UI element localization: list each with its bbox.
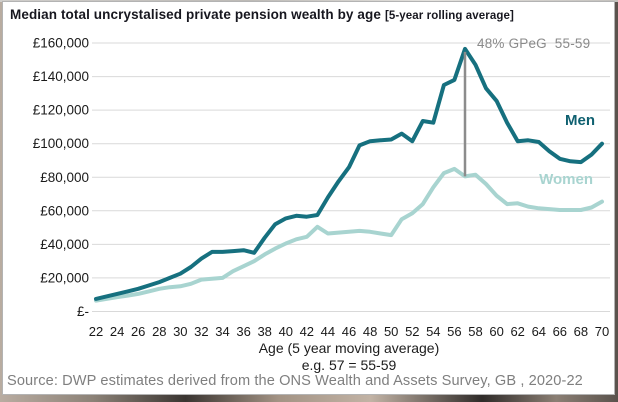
men-series-label: Men	[565, 112, 595, 129]
y-tick-label: £60,000	[40, 203, 89, 218]
x-tick-label: 24	[110, 324, 124, 339]
x-tick-label: 52	[405, 324, 419, 339]
x-tick-label: 22	[89, 324, 103, 339]
pension-wealth-line-chart: £- £20,000 £40,000 £60,000 £80,000 £100,000 £1…	[33, 36, 610, 339]
x-tick-label: 70	[595, 324, 609, 339]
y-tick-label: £-	[77, 304, 89, 319]
y-tick-label: £100,000	[33, 136, 89, 151]
x-tick-label: 64	[532, 324, 546, 339]
x-tick-label: 32	[194, 324, 208, 339]
x-axis-example: e.g. 57 = 55-59	[301, 357, 397, 373]
x-tick-label: 54	[426, 324, 440, 339]
x-tick-label: 66	[553, 324, 567, 339]
x-tick-label: 48	[363, 324, 377, 339]
source-note: Source: DWP estimates derived from the O…	[7, 373, 583, 389]
x-tick-label: 46	[342, 324, 356, 339]
x-tick-label: 38	[257, 324, 271, 339]
y-tick-label: £80,000	[40, 170, 89, 185]
x-axis-title: Age (5 year moving average)	[258, 340, 440, 356]
x-tick-label: 68	[574, 324, 588, 339]
y-tick-label: £120,000	[33, 103, 89, 118]
y-tick-label: £140,000	[33, 69, 89, 84]
x-tick-label: 28	[152, 324, 166, 339]
x-tick-label: 42	[300, 324, 314, 339]
women-line	[94, 166, 604, 303]
men-line	[94, 46, 604, 301]
gap-annotation-label: 48% GPeG 55-59	[477, 36, 591, 51]
x-tick-label: 40	[279, 324, 293, 339]
x-tick-label: 34	[215, 324, 229, 339]
chart-title: Median total uncrystalised private pensi…	[10, 7, 514, 22]
x-tick-label: 30	[173, 324, 187, 339]
x-tick-label: 60	[489, 324, 503, 339]
y-tick-label: £160,000	[33, 36, 89, 51]
chart-title-bracket: [5-year rolling average]	[384, 10, 514, 22]
x-tick-label: 58	[468, 324, 482, 339]
women-series-label: Women	[539, 171, 593, 188]
y-tick-label: £20,000	[40, 270, 89, 285]
x-tick-label: 56	[447, 324, 461, 339]
x-tick-label: 26	[131, 324, 145, 339]
x-tick-label: 62	[510, 324, 524, 339]
y-tick-label: £40,000	[40, 237, 89, 252]
x-tick-label: 36	[236, 324, 250, 339]
chart-panel: Median total uncrystalised private pensi…	[2, 1, 615, 395]
x-tick-label: 44	[321, 324, 335, 339]
x-tick-label: 50	[384, 324, 398, 339]
chart-title-text: Median total uncrystalised private pensi…	[10, 7, 381, 22]
